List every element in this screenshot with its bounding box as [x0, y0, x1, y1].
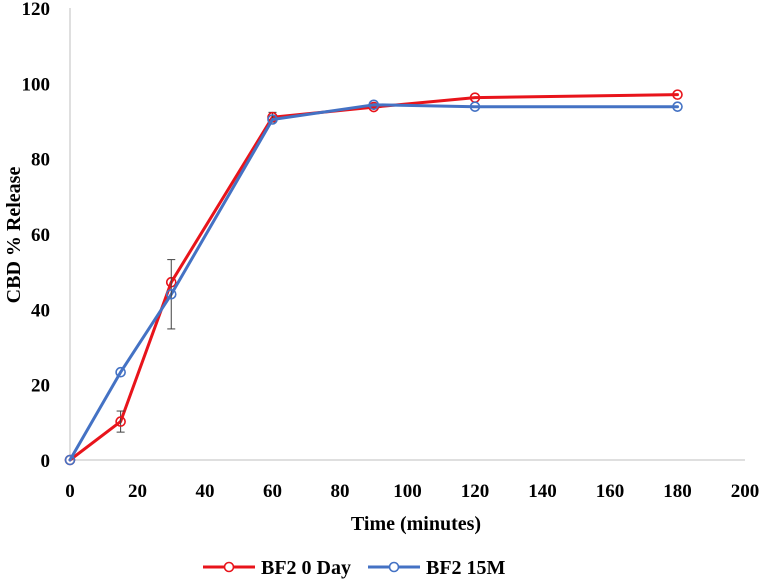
- x-tick-label: 40: [196, 481, 215, 502]
- data-point: [64, 454, 76, 466]
- x-tick-label: 20: [128, 481, 147, 502]
- x-axis-title: Time (minutes): [351, 513, 481, 535]
- y-tick-label: 0: [41, 451, 51, 472]
- x-tick-label: 100: [393, 481, 422, 502]
- axes: [69, 8, 745, 461]
- x-tick-label: 160: [596, 481, 625, 502]
- data-point: [672, 101, 683, 112]
- series-line: [68, 103, 679, 462]
- data-point: [115, 416, 126, 427]
- data-point: [368, 99, 380, 111]
- y-tick-label: 100: [22, 74, 51, 95]
- series-line: [68, 93, 679, 462]
- legend: BF2 0 Day BF2 15M: [203, 557, 506, 579]
- x-tick-label: 80: [331, 481, 350, 502]
- y-tick-label: 20: [31, 376, 50, 397]
- error-bar: [167, 259, 176, 330]
- x-tick-labels: 0 20 40 60 80 100 120 140 160 180 200: [65, 481, 759, 502]
- y-tick-label: 60: [31, 225, 50, 246]
- x-tick-label: 120: [461, 481, 490, 502]
- y-tick-label: 120: [22, 0, 51, 20]
- x-tick-label: 0: [65, 481, 75, 502]
- error-bar: [116, 410, 125, 433]
- series-1: [64, 89, 683, 466]
- series-2: [64, 99, 683, 466]
- legend-label: BF2 0 Day: [261, 557, 351, 579]
- y-tick-label: 80: [31, 150, 50, 171]
- y-tick-labels: 0 20 40 60 80 100 120: [22, 0, 51, 472]
- legend-marker: [388, 561, 400, 573]
- legend-marker: [223, 561, 235, 573]
- data-point: [469, 101, 481, 112]
- data-point: [267, 114, 278, 125]
- series-layer: [64, 89, 683, 466]
- y-tick-label: 40: [31, 300, 50, 321]
- x-tick-label: 140: [528, 481, 557, 502]
- legend-label: BF2 15M: [426, 557, 506, 579]
- y-axis-title: CBD % Release: [3, 167, 25, 304]
- data-point: [672, 89, 683, 100]
- x-tick-label: 200: [731, 481, 760, 502]
- data-point: [115, 366, 126, 378]
- x-tick-label: 180: [663, 481, 692, 502]
- legend-item-1: BF2 0 Day: [203, 557, 351, 579]
- legend-item-2: BF2 15M: [368, 557, 506, 579]
- x-tick-label: 60: [263, 481, 282, 502]
- data-point: [165, 288, 177, 300]
